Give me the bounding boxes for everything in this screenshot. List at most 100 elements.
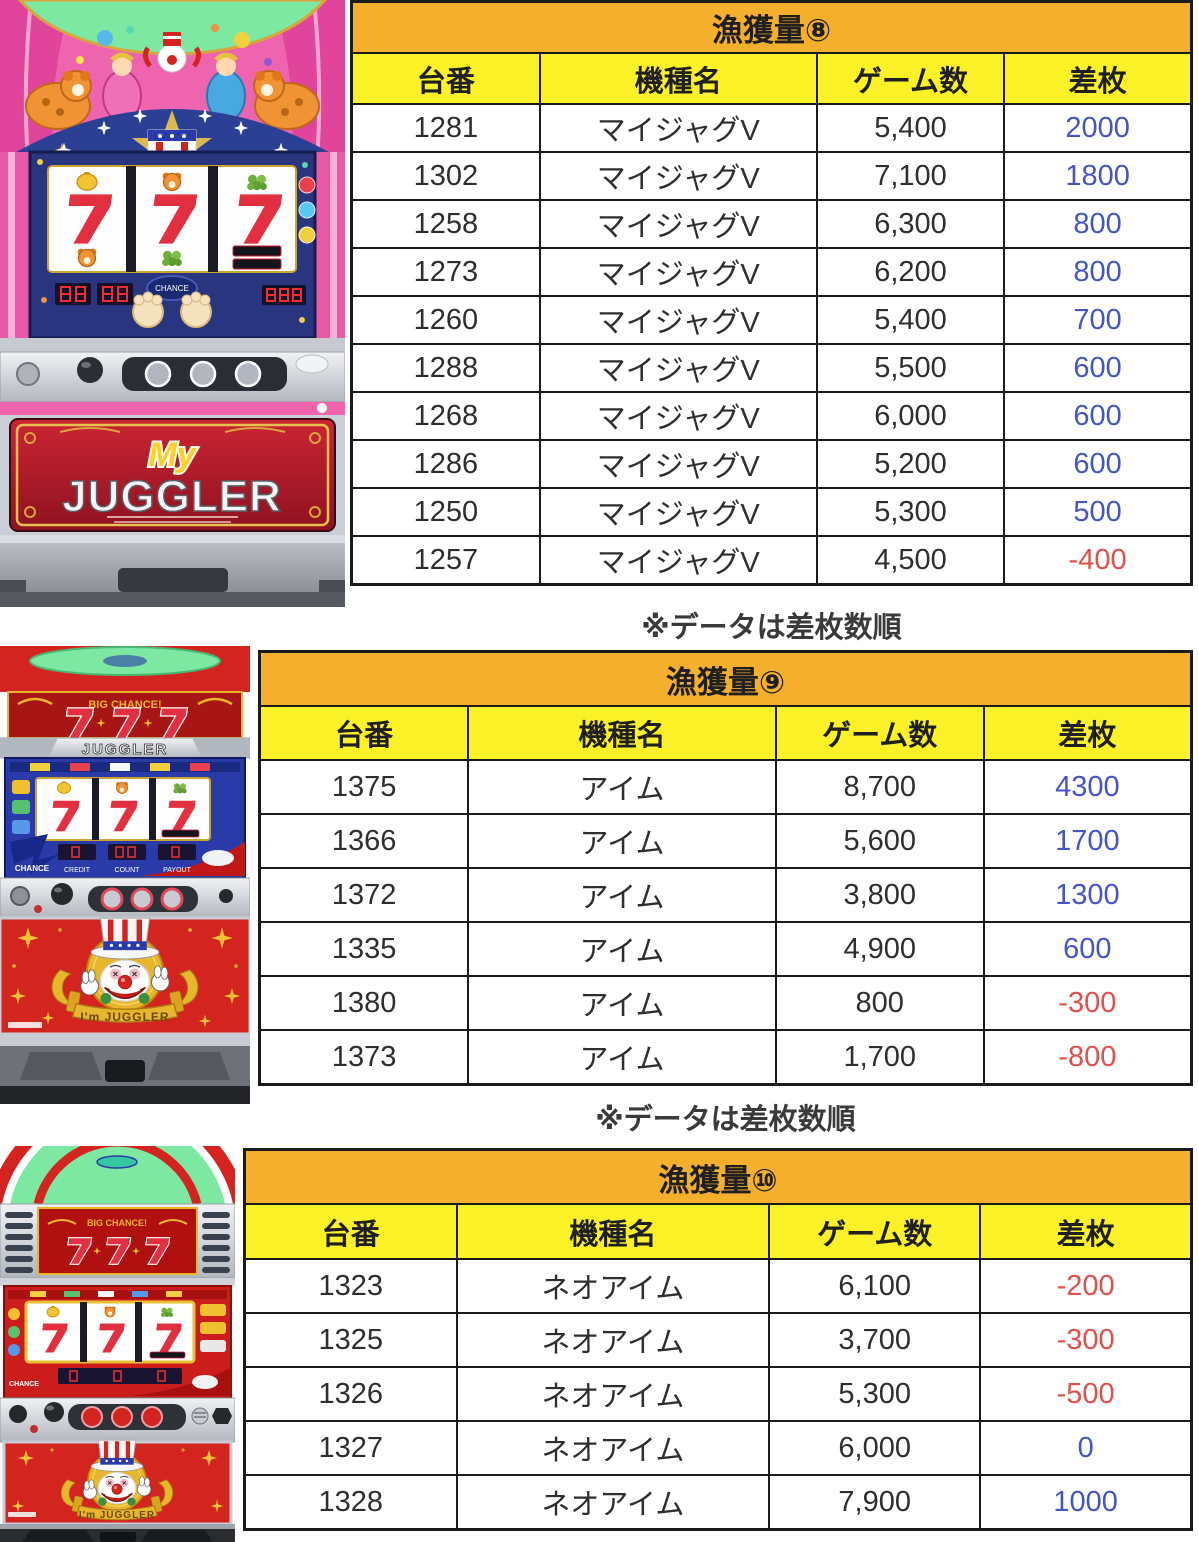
joystick-knob — [51, 883, 73, 905]
tiger-illustration-right — [253, 70, 320, 130]
machine-number-cell: 1281 — [350, 103, 541, 153]
diff-cell: 500 — [1003, 487, 1193, 537]
slot-machine-photo-my-juggler-v: CHANCE — [0, 0, 345, 607]
diff-cell: -300 — [979, 1312, 1193, 1368]
game-count-cell: 3,700 — [768, 1312, 982, 1368]
model-name-cell: マイジャグV — [538, 343, 818, 393]
results-table-9-container: 漁獲量⑨ 台番 機種名 ゲーム数 差枚 1375 アイム 8,700 4300 1366… — [258, 650, 1193, 1086]
juggler-band: JUGGLER — [0, 737, 250, 759]
count-label: COUNT — [115, 867, 141, 874]
column-header-dai: 台番 — [258, 705, 470, 761]
paw-buttons — [132, 291, 212, 328]
diff-cell: -800 — [982, 1029, 1193, 1086]
cabinet-base — [0, 1524, 235, 1542]
table-row: 1373 アイム 1,700 -800 — [258, 1029, 1193, 1086]
results-table-9: 漁獲量⑨ 台番 機種名 ゲーム数 差枚 1375 アイム 8,700 4300 1366… — [258, 650, 1193, 1086]
game-count-cell: 5,600 — [774, 813, 985, 869]
model-name-cell: アイム — [467, 813, 777, 869]
reel-stop-button — [234, 360, 262, 388]
model-name-cell: アイム — [467, 1029, 777, 1086]
game-count-cell: 4,500 — [815, 535, 1006, 586]
game-count-cell: 5,400 — [815, 103, 1006, 153]
game-count-cell: 5,200 — [815, 439, 1006, 489]
chance-lamp — [146, 275, 198, 301]
table-title: 漁獲量⑨ — [258, 650, 1193, 707]
machine-number-cell: 1268 — [350, 391, 541, 441]
table-row: 1302 マイジャグV 7,100 1800 — [350, 151, 1193, 201]
diff-cell: 600 — [1003, 343, 1193, 393]
signboard: My JUGGLER — [0, 415, 345, 535]
column-header-model: 機種名 — [538, 52, 818, 105]
column-header-games: ゲーム数 — [768, 1203, 982, 1260]
diff-cell: 1000 — [979, 1474, 1193, 1531]
sort-note-2: ※データは差枚数順 — [595, 1104, 856, 1136]
model-name-cell: マイジャグV — [538, 487, 818, 537]
diff-cell: 600 — [1003, 439, 1193, 489]
coin-slot-button — [10, 886, 30, 906]
game-count-cell: 800 — [774, 975, 985, 1031]
coin-slot-button — [9, 1405, 27, 1423]
band-juggler-label: JUGGLER — [82, 741, 169, 758]
table-row: 1328 ネオアイム 7,900 1000 — [243, 1474, 1193, 1531]
machine-number-cell: 1328 — [243, 1474, 458, 1531]
marquee: BIG CHANCE! — [7, 691, 243, 739]
column-header-diff: 差枚 — [982, 705, 1193, 761]
credit-label: CREDIT — [64, 867, 91, 874]
column-header-dai: 台番 — [243, 1203, 458, 1260]
results-table-10: 漁獲量⑩ 台番 機種名 ゲーム数 差枚 1323 ネオアイム 6,100 -200 13… — [243, 1148, 1193, 1531]
model-name-cell: アイム — [467, 759, 777, 815]
game-count-cell: 6,000 — [815, 391, 1006, 441]
table-body: 1375 アイム 8,700 4300 1366 アイム 5,600 1700 1372 アイム 3… — [258, 759, 1193, 1086]
table-row: 1335 アイム 4,900 600 — [258, 921, 1193, 977]
table-body: 1281 マイジャグV 5,400 2000 1302 マイジャグV 7,100 1800 12… — [350, 103, 1193, 586]
credit-count-payout-displays: CREDIT COUNT PAYOUT — [58, 844, 196, 874]
machine-number-cell: 1375 — [258, 759, 470, 815]
diff-cell: -200 — [979, 1258, 1193, 1314]
game-count-cell: 6,000 — [768, 1420, 982, 1476]
table-row: 1375 アイム 8,700 4300 — [258, 759, 1193, 815]
chance-label: CHANCE — [15, 864, 50, 873]
table-row: 1268 マイジャグV 6,000 600 — [350, 391, 1193, 441]
tiger-illustration-left — [25, 70, 92, 130]
game-count-cell: 4,900 — [774, 921, 985, 977]
table-row: 1260 マイジャグV 5,400 700 — [350, 295, 1193, 345]
machine-number-cell: 1325 — [243, 1312, 458, 1368]
control-panel — [0, 877, 250, 919]
table-row: 1372 アイム 3,800 1300 — [258, 867, 1193, 923]
table-row: 1366 アイム 5,600 1700 — [258, 813, 1193, 869]
model-name-cell: マイジャグV — [538, 103, 818, 153]
table-row: 1250 マイジャグV 5,300 500 — [350, 487, 1193, 537]
machine-number-cell: 1302 — [350, 151, 541, 201]
reel-section: CHANCE — [0, 150, 345, 340]
control-panel — [0, 338, 345, 415]
signboard: I'm JUGGLER — [2, 1439, 233, 1526]
model-name-cell: ネオアイム — [455, 1474, 771, 1531]
control-panel — [0, 1397, 235, 1443]
table-row: 1326 ネオアイム 5,300 -500 — [243, 1366, 1193, 1422]
reel-window — [24, 1300, 196, 1364]
joystick-knob — [77, 357, 103, 383]
big-chance-label: BIG CHANCE! — [88, 699, 161, 711]
column-header-diff: 差枚 — [979, 1203, 1193, 1260]
banner-im-juggler-label: I'm JUGGLER — [79, 1510, 155, 1521]
diff-cell: -400 — [1003, 535, 1193, 586]
table-row: 1288 マイジャグV 5,500 600 — [350, 343, 1193, 393]
credit-display — [55, 283, 306, 305]
diff-cell: 4300 — [982, 759, 1193, 815]
key-cylinder — [191, 1407, 209, 1425]
table-row: 1323 ネオアイム 6,100 -200 — [243, 1258, 1193, 1314]
column-header-model: 機種名 — [455, 1203, 771, 1260]
machine-number-cell: 1286 — [350, 439, 541, 489]
sign-my-label: My — [148, 436, 197, 474]
model-name-cell: マイジャグV — [538, 199, 818, 249]
game-count-cell: 7,900 — [768, 1474, 982, 1531]
column-header-dai: 台番 — [350, 52, 541, 105]
chance-lamp-label: CHANCE — [155, 284, 189, 293]
table-row: 1325 ネオアイム 3,700 -300 — [243, 1312, 1193, 1368]
diff-cell: 2000 — [1003, 103, 1193, 153]
game-count-cell: 5,400 — [815, 295, 1006, 345]
reel-stop-button — [144, 360, 172, 388]
machine-number-cell: 1366 — [258, 813, 470, 869]
results-table-8-container: 漁獲量⑧ 台番 機種名 ゲーム数 差枚 1281 マイジャグV 5,400 2000 1… — [350, 0, 1193, 586]
slot-machine-photo-im-juggler: BIG CHANCE! JUGGLER — [0, 646, 250, 1104]
